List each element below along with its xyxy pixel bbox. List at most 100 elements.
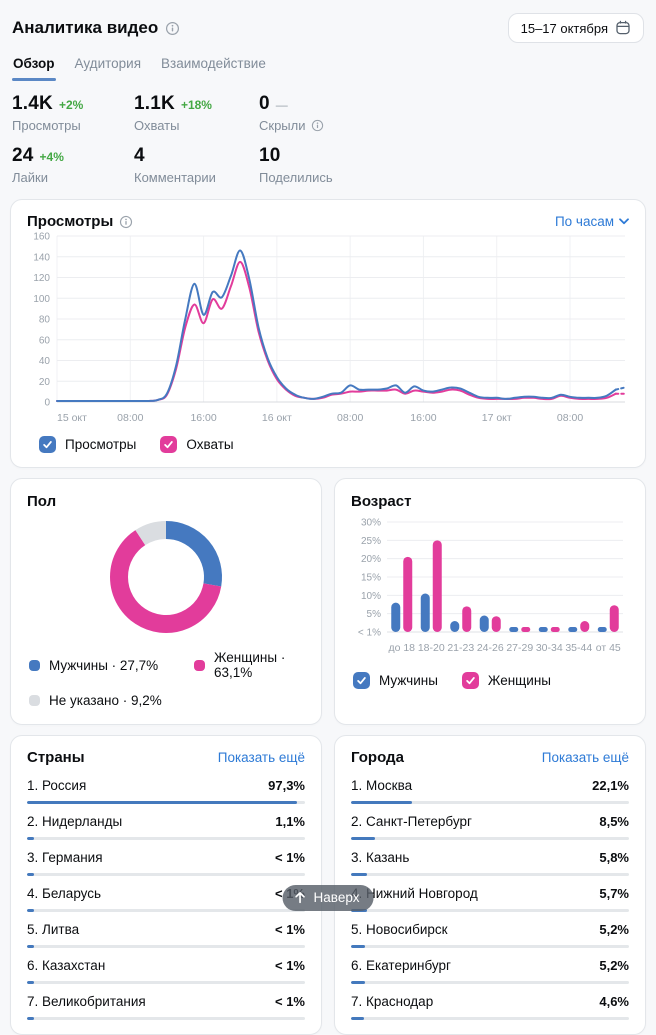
stat-label: Лайки [12, 170, 48, 185]
gender-legend-item-женщины: Женщины · 63,1% [194, 650, 305, 680]
progress-track [351, 981, 629, 984]
countries-show-more-link[interactable]: Показать ещё [217, 750, 305, 765]
country-row-3: 3. Германия < 1% [27, 840, 305, 876]
views-series-checkbox-охваты[interactable]: Охваты [160, 436, 234, 453]
tab-audience[interactable]: Аудитория [74, 56, 142, 71]
stat-комментарии: 4 Комментарии [134, 145, 259, 185]
city-name: 7. Краснодар [351, 994, 434, 1009]
calendar-icon [615, 20, 631, 36]
progress-fill [27, 801, 298, 804]
country-name: 6. Казахстан [27, 958, 106, 973]
tab-engagement[interactable]: Взаимодействие [161, 56, 266, 71]
progress-fill [351, 945, 366, 948]
stat-label: Охваты [134, 118, 180, 133]
country-percent: < 1% [275, 994, 305, 1009]
stat-value: 1.4K [12, 93, 53, 114]
stat-просмотры: 1.4K +2% Просмотры [12, 93, 134, 133]
cities-card-title: Города [351, 749, 404, 766]
progress-track [351, 801, 629, 804]
views-series-checkbox-просмотры[interactable]: Просмотры [39, 436, 136, 453]
city-row-3: 3. Казань 5,8% [351, 840, 629, 876]
date-range-button[interactable]: 15–17 октября [507, 13, 644, 43]
svg-text:20%: 20% [361, 554, 381, 565]
svg-text:120: 120 [33, 273, 50, 284]
city-row-1: 1. Москва 22,1% [351, 768, 629, 804]
country-percent: 97,3% [268, 778, 305, 793]
svg-text:21-23: 21-23 [447, 642, 474, 654]
city-percent: 5,2% [599, 958, 629, 973]
tab-overview[interactable]: Обзор [12, 53, 56, 81]
svg-text:24-26: 24-26 [477, 642, 504, 654]
progress-fill [27, 981, 34, 984]
progress-fill [351, 981, 366, 984]
progress-track [351, 873, 629, 876]
age-series-checkbox-женщины[interactable]: Женщины [461, 672, 551, 689]
stat-label: Скрыли [259, 118, 644, 133]
svg-text:60: 60 [39, 335, 51, 346]
country-name: 2. Нидерланды [27, 814, 123, 829]
city-percent: 5,7% [599, 886, 629, 901]
stat-охваты: 1.1K +18% Охваты [134, 93, 259, 133]
svg-text:15%: 15% [361, 573, 381, 584]
views-line-chart: 0 20 40 60 80 100 120 140 160 15 окт 08:00 16:00 16 … [33, 232, 626, 424]
header: Аналитика видео 15–17 октября [10, 0, 646, 51]
views-chart-card: Просмотры По часам 0 20 40 60 80 100 120 140 160… [10, 199, 646, 468]
country-row-4: 4. Беларусь< 1% [27, 876, 305, 912]
svg-text:08:00: 08:00 [337, 412, 363, 424]
city-percent: 4,6% [599, 994, 629, 1009]
checkbox-checked [461, 672, 479, 689]
active-tab-underline [12, 78, 56, 81]
time-granularity-selector[interactable]: По часам [555, 214, 629, 229]
svg-text:16:00: 16:00 [190, 412, 216, 424]
chevron-down-icon [619, 218, 629, 225]
progress-fill [27, 873, 34, 876]
date-range-label: 15–17 октября [520, 20, 608, 36]
legend-dot [29, 695, 40, 706]
cities-show-more-link[interactable]: Показать ещё [541, 750, 629, 765]
svg-text:25%: 25% [361, 536, 381, 547]
city-row-7: 7. Краснодар 4,6% [351, 984, 629, 1020]
info-icon[interactable] [119, 215, 133, 229]
country-name: 3. Германия [27, 850, 103, 865]
stat-delta: — [275, 98, 288, 112]
progress-track [351, 945, 629, 948]
progress-fill [351, 1017, 364, 1020]
views-chart-legend: Просмотры Охваты [39, 436, 629, 453]
age-series-checkbox-мужчины[interactable]: Мужчины [353, 672, 438, 689]
stat-delta: +18% [180, 98, 212, 112]
gender-legend-item-мужчины: Мужчины · 27,7% [29, 650, 194, 680]
gender-legend: Мужчины · 27,7% Женщины · 63,1% Не указано… [29, 650, 305, 708]
stat-delta: +4% [39, 150, 64, 164]
stat-скрыли: 0 — Скрыли [259, 93, 644, 133]
countries-card: Страны Показать ещё 1. Россия 97,3% 2. Нид… [10, 735, 322, 1035]
svg-text:08:00: 08:00 [117, 412, 143, 424]
city-row-6: 6. Екатеринбург 5,2% [351, 948, 629, 984]
page-title: Аналитика видео [12, 18, 159, 37]
svg-text:20: 20 [39, 377, 51, 388]
progress-fill [351, 801, 413, 804]
age-chart-legend: Мужчины Женщины [353, 672, 629, 689]
demographics-row: Пол Мужчины · 27,7% Женщины · 63,1% Не ука… [10, 478, 646, 725]
gender-card-title: Пол [27, 493, 57, 510]
svg-text:от 45: от 45 [596, 642, 621, 654]
stat-value: 24 [12, 145, 34, 166]
info-icon[interactable] [311, 119, 324, 132]
views-chart-title: Просмотры [27, 213, 133, 230]
svg-text:0: 0 [44, 398, 50, 409]
info-icon[interactable] [165, 21, 180, 36]
back-to-top-button[interactable]: Наверх [282, 885, 374, 911]
progress-track [27, 945, 305, 948]
checkbox-checked [353, 672, 370, 689]
city-percent: 8,5% [599, 814, 629, 829]
country-row-5: 5. Литва < 1% [27, 912, 305, 948]
checkbox-checked [160, 436, 178, 453]
country-row-2: 2. Нидерланды 1,1% [27, 804, 305, 840]
svg-text:30-34: 30-34 [536, 642, 563, 654]
city-name: 3. Казань [351, 850, 410, 865]
age-card-title: Возраст [351, 493, 412, 510]
country-name: 7. Великобритания [27, 994, 146, 1009]
svg-text:27-29: 27-29 [506, 642, 533, 654]
progress-track [351, 1017, 629, 1020]
progress-fill [27, 909, 34, 912]
